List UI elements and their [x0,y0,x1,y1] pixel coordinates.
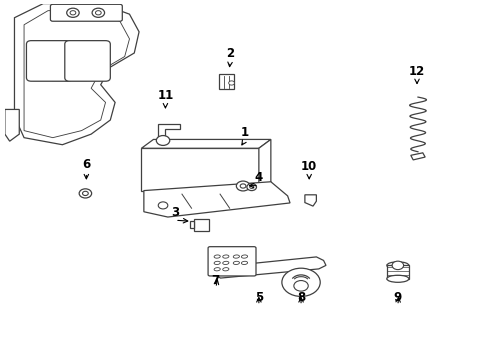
Circle shape [92,8,104,17]
Circle shape [249,186,253,189]
Circle shape [95,11,101,15]
FancyBboxPatch shape [30,43,90,81]
Circle shape [240,184,245,188]
Circle shape [236,181,249,191]
Circle shape [228,81,234,85]
Ellipse shape [214,255,220,258]
Text: 3: 3 [171,206,179,219]
Circle shape [246,184,256,190]
Bar [219,74,234,89]
Ellipse shape [222,267,228,271]
Ellipse shape [214,261,220,265]
PathPatch shape [15,4,139,145]
Ellipse shape [386,262,408,269]
Circle shape [158,202,167,209]
Ellipse shape [222,261,228,265]
Ellipse shape [233,255,239,258]
Ellipse shape [233,261,239,265]
Text: 4: 4 [254,171,263,184]
PathPatch shape [24,11,129,138]
Text: 12: 12 [408,65,424,78]
Text: 6: 6 [82,158,90,171]
Polygon shape [304,195,316,206]
Circle shape [70,11,76,15]
Circle shape [391,261,403,270]
Circle shape [66,8,79,17]
Polygon shape [158,123,180,138]
Circle shape [79,189,91,198]
Text: 10: 10 [301,160,317,173]
FancyBboxPatch shape [50,4,122,21]
Circle shape [293,280,307,291]
Ellipse shape [241,261,247,265]
Polygon shape [141,139,270,148]
Text: 5: 5 [254,291,263,304]
Ellipse shape [386,275,408,282]
Bar [386,265,408,279]
Text: 7: 7 [211,274,220,287]
FancyBboxPatch shape [208,247,256,276]
Circle shape [281,268,320,296]
Polygon shape [258,139,270,190]
Bar [141,148,258,190]
Text: 11: 11 [157,89,173,102]
Ellipse shape [214,267,220,271]
Circle shape [156,136,169,145]
Bar [194,219,208,231]
Ellipse shape [241,255,247,258]
FancyBboxPatch shape [49,43,104,81]
Ellipse shape [222,255,228,258]
Circle shape [82,191,88,195]
Polygon shape [143,182,289,217]
FancyBboxPatch shape [26,41,72,81]
Polygon shape [5,109,19,141]
Polygon shape [215,257,325,278]
Text: 9: 9 [393,291,401,304]
Text: 1: 1 [240,126,248,139]
FancyBboxPatch shape [64,41,110,81]
Polygon shape [410,153,424,160]
Bar [190,221,194,228]
Text: 2: 2 [225,47,234,60]
Text: 8: 8 [296,291,305,304]
